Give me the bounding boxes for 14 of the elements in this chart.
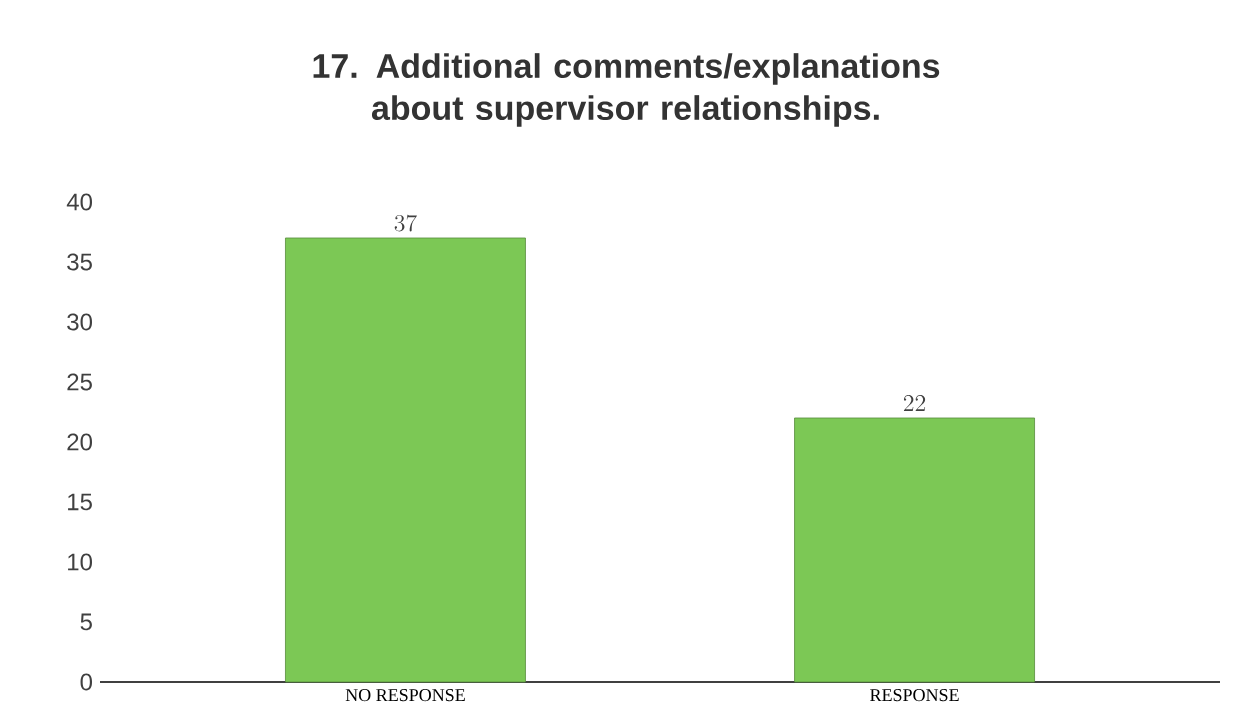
x-tick-label: NO RESPONSE <box>345 689 465 702</box>
y-tick-label: 15 <box>68 493 92 511</box>
y-tick-label: 0 <box>80 673 93 691</box>
y-tick-label: 40 <box>66 193 93 211</box>
y-tick-label: 30 <box>67 313 93 331</box>
y-tick-label: 5 <box>80 613 92 631</box>
y-tick-label: 25 <box>67 373 92 391</box>
data-label: 37 <box>394 214 417 232</box>
y-tick-label: 20 <box>67 433 93 451</box>
chart-title: 17. Additional comments/explanations about supervisor relationships. <box>313 53 940 127</box>
data-label: 22 <box>903 394 926 411</box>
y-tick-label: 35 <box>67 253 92 271</box>
y-tick-label: 10 <box>68 553 93 571</box>
x-tick-label: RESPONSE <box>870 689 959 702</box>
